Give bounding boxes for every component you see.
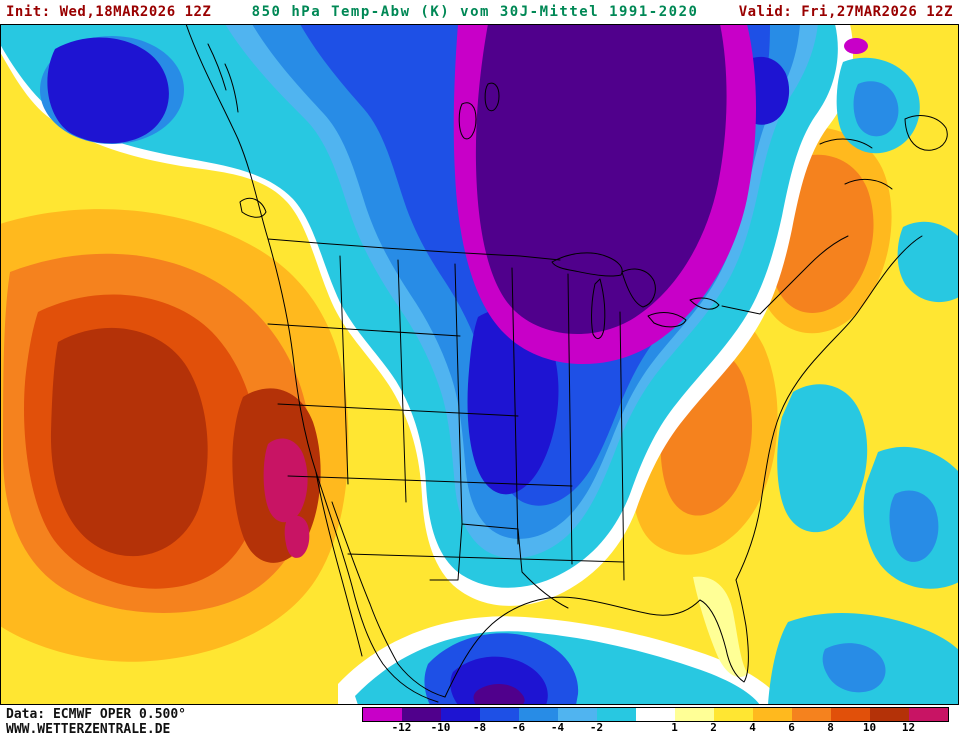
legend-color-box bbox=[792, 708, 831, 721]
legend-tick-label: 6 bbox=[788, 721, 795, 734]
legend-tick-label: 2 bbox=[710, 721, 717, 734]
cold-plains-tongue bbox=[467, 308, 559, 495]
color-scale bbox=[362, 707, 949, 722]
legend-tick-label: 8 bbox=[827, 721, 834, 734]
color-scale-legend: -12 -10 -8 -6 -4 -2 1 2 4 6 8 10 12 bbox=[362, 707, 949, 734]
legend-color-box bbox=[597, 708, 636, 721]
legend-color-box bbox=[636, 708, 675, 721]
legend-color-box bbox=[831, 708, 870, 721]
legend-color-box bbox=[558, 708, 597, 721]
legend-tick-label bbox=[616, 722, 655, 734]
legend-tick-label: -2 bbox=[589, 721, 604, 734]
legend-color-box bbox=[870, 708, 909, 721]
cold-core-purple bbox=[475, 24, 727, 335]
legend-tick-label: 1 bbox=[671, 721, 678, 734]
warm-core-pacific bbox=[50, 327, 208, 557]
legend-tick-label: 12 bbox=[901, 721, 916, 734]
legend-tick-label: 4 bbox=[749, 721, 756, 734]
legend-tick-label: -8 bbox=[472, 721, 487, 734]
legend-color-box bbox=[714, 708, 753, 721]
footer-bar: Data: ECMWF OPER 0.500° WWW.WETTERZENTRA… bbox=[0, 705, 959, 741]
title-bar: Init: Wed,18MAR2026 12Z 850 hPa Temp-Abw… bbox=[0, 0, 959, 24]
credits: Data: ECMWF OPER 0.500° WWW.WETTERZENTRA… bbox=[6, 707, 186, 737]
init-time-label: Init: Wed,18MAR2026 12Z bbox=[6, 4, 212, 20]
florida-warm-patch bbox=[693, 576, 748, 678]
website-label: WWW.WETTERZENTRALE.DE bbox=[6, 722, 171, 737]
legend-tick-label: -6 bbox=[511, 721, 526, 734]
legend-color-box bbox=[480, 708, 519, 721]
anomaly-fill-regions bbox=[0, 24, 959, 705]
legend-tick-label: -10 bbox=[430, 721, 451, 734]
data-source-label: Data: ECMWF OPER 0.500° bbox=[6, 707, 187, 722]
map-area bbox=[0, 24, 959, 705]
legend-color-box bbox=[441, 708, 480, 721]
legend-color-box bbox=[909, 708, 948, 721]
chart-title: 850 hPa Temp-Abw (K) vom 30J-Mittel 1991… bbox=[251, 4, 699, 20]
anomaly-map bbox=[0, 24, 959, 705]
valid-time-label: Valid: Fri,27MAR2026 12Z bbox=[738, 4, 953, 20]
legend-color-box bbox=[402, 708, 441, 721]
legend-color-box bbox=[363, 708, 402, 721]
warm-max-nevada bbox=[263, 438, 308, 523]
legend-tick-label: 10 bbox=[862, 721, 877, 734]
legend-color-box bbox=[675, 708, 714, 721]
color-scale-ticks: -12 -10 -8 -6 -4 -2 1 2 4 6 8 10 12 bbox=[382, 722, 928, 734]
legend-color-box bbox=[519, 708, 558, 721]
legend-tick-label: -12 bbox=[391, 721, 412, 734]
legend-color-box bbox=[753, 708, 792, 721]
legend-tick-label: -4 bbox=[550, 721, 565, 734]
